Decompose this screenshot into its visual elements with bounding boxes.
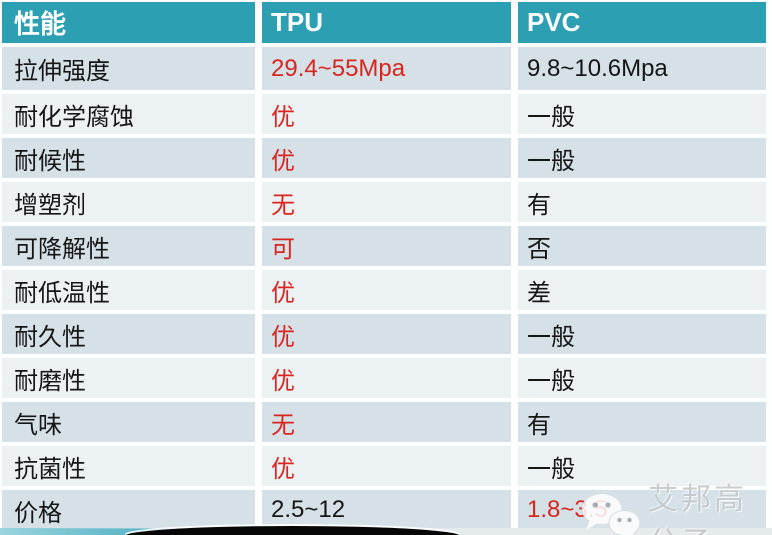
tpu-value-cell: 29.4~55Mpa	[262, 47, 511, 90]
table-row: 耐化学腐蚀优一般	[2, 94, 766, 134]
tpu-value-cell: 优	[262, 446, 511, 486]
wechat-icon	[580, 492, 642, 535]
column-header-pvc: PVC	[518, 2, 766, 43]
table-row: 耐久性优一般	[2, 314, 766, 354]
pvc-value-cell: 有	[518, 402, 766, 442]
tpu-value-cell: 优	[262, 358, 511, 398]
tpu-value-cell: 可	[262, 226, 511, 266]
tpu-value-cell: 优	[262, 94, 511, 134]
watermark-label: 艾邦高分子	[648, 483, 747, 535]
column-header-tpu: TPU	[262, 2, 511, 43]
table-row: 耐低温性优差	[2, 270, 766, 310]
comparison-table: 性能 TPU PVC 拉伸强度 29.4~55Mpa 9.8~10.6Mpa 耐化学腐…	[2, 2, 766, 530]
table-row: 气味无有	[2, 402, 766, 442]
pvc-value-cell: 否	[518, 226, 766, 266]
property-cell: 拉伸强度	[2, 47, 255, 90]
table-row: 拉伸强度 29.4~55Mpa 9.8~10.6Mpa	[2, 47, 766, 90]
property-cell: 耐低温性	[2, 270, 255, 310]
table-row: 抗菌性优一般	[2, 446, 766, 486]
property-cell: 耐磨性	[2, 358, 255, 398]
table-row: 耐磨性优一般	[2, 358, 766, 398]
property-cell: 可降解性	[2, 226, 255, 266]
table-row: 增塑剂无有	[2, 182, 766, 222]
tpu-value-cell: 优	[262, 270, 511, 310]
property-cell: 耐久性	[2, 314, 255, 354]
property-cell: 价格	[2, 490, 255, 530]
property-cell: 气味	[2, 402, 255, 442]
table-row: 耐候性优一般	[2, 138, 766, 178]
table-row: 价格 2.5~12 1.8~3.5	[2, 490, 766, 530]
pvc-value-cell: 1.8~3.5	[518, 490, 766, 530]
tpu-value-cell: 无	[262, 402, 511, 442]
watermark: 艾邦高分子	[580, 474, 772, 535]
tpu-value-cell: 无	[262, 182, 511, 222]
property-cell: 耐候性	[2, 138, 255, 178]
pvc-value-cell: 一般	[518, 138, 766, 178]
column-header-property: 性能	[2, 2, 255, 43]
pvc-value-cell: 一般	[518, 314, 766, 354]
pvc-value-cell: 一般	[518, 358, 766, 398]
black-swoosh-decoration	[125, 526, 460, 535]
pvc-value-cell: 有	[518, 182, 766, 222]
tpu-value-cell: 优	[262, 314, 511, 354]
table-row: 可降解性可否	[2, 226, 766, 266]
table-header-row: 性能 TPU PVC	[2, 2, 766, 43]
property-cell: 增塑剂	[2, 182, 255, 222]
property-cell: 抗菌性	[2, 446, 255, 486]
pvc-value-cell: 差	[518, 270, 766, 310]
property-cell: 耐化学腐蚀	[2, 94, 255, 134]
pvc-value-cell: 9.8~10.6Mpa	[518, 47, 766, 90]
tpu-value-cell: 优	[262, 138, 511, 178]
tpu-value-cell: 2.5~12	[262, 490, 511, 530]
table-body: 拉伸强度 29.4~55Mpa 9.8~10.6Mpa 耐化学腐蚀优一般 耐候性优一般增…	[2, 47, 766, 530]
pvc-value-cell: 一般	[518, 446, 766, 486]
pvc-value-cell: 一般	[518, 94, 766, 134]
